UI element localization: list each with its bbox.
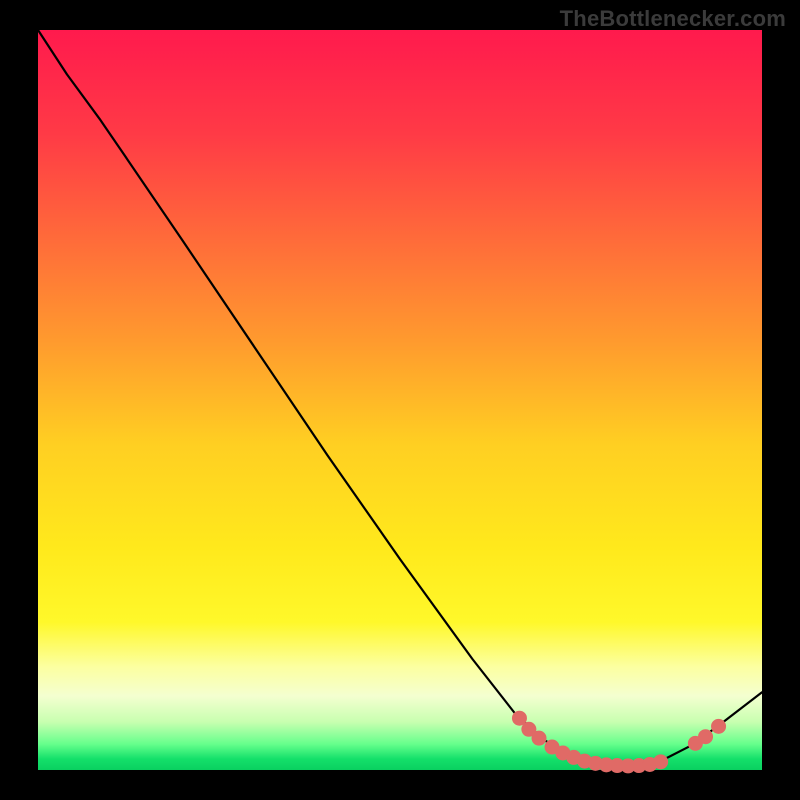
gradient-plot [0,0,800,800]
attribution-text: TheBottlenecker.com [560,6,786,32]
marker-dot [699,730,713,744]
marker-dot [532,731,546,745]
marker-dot [654,755,668,769]
marker-dot [712,719,726,733]
marker-dot [512,711,526,725]
chart-root: TheBottlenecker.com [0,0,800,800]
plot-background [38,30,762,770]
